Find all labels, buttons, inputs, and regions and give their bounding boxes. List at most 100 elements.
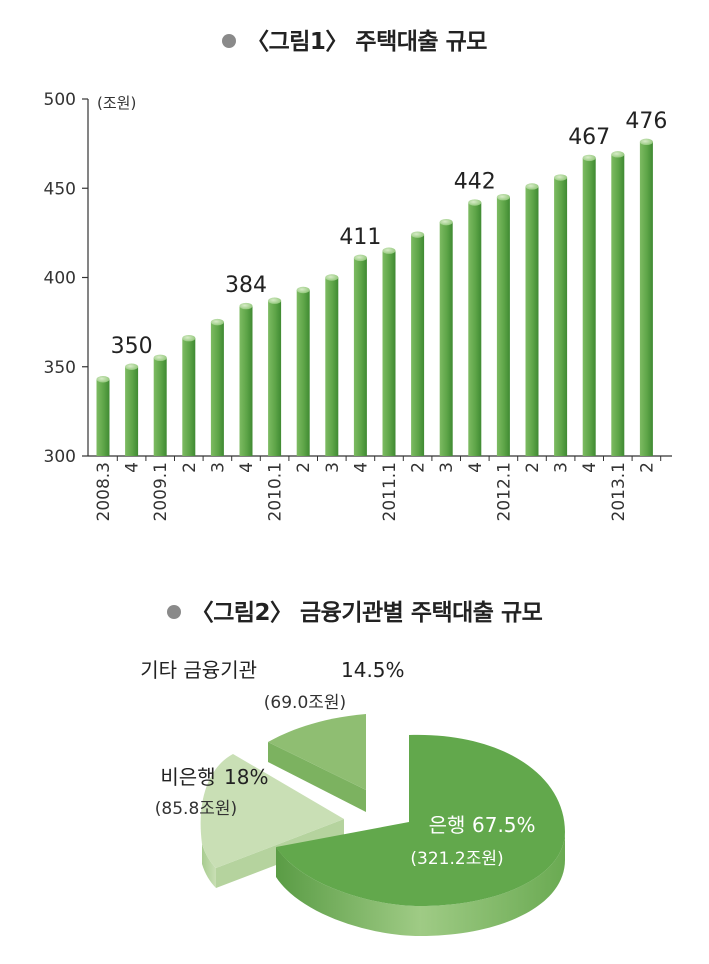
bar-1 [125, 366, 139, 456]
bar-2 [153, 357, 167, 456]
bullet-dot-icon [222, 34, 237, 48]
label-bank-name: 은행 [429, 813, 466, 837]
bar-cap-12 [439, 218, 453, 226]
bar-10 [382, 250, 396, 456]
bar-cap-4 [210, 318, 224, 326]
pie-slice-nonbank-top [200, 754, 344, 868]
bar-cap-17 [582, 154, 596, 162]
y-tick-label-300: 300 [44, 447, 76, 467]
bar-17 [582, 157, 596, 456]
data-labels: 350 384 411 442 467 476 [111, 109, 668, 359]
y-ticks: 300 350 400 450 500 [44, 90, 88, 467]
data-label-17: 467 [568, 125, 610, 150]
bar-cap-6 [268, 297, 282, 304]
x-tick-label-10: 2011.1 [380, 462, 400, 521]
bar-7 [296, 289, 310, 456]
x-tick-label-19: 2 [637, 462, 657, 473]
bar-chart-title: 〈그림1〉 주택대출 규모 [0, 22, 709, 56]
x-tick-label-7: 2 [294, 462, 314, 473]
bar-12 [439, 222, 453, 456]
pie-chart-title-text: 〈그림2〉 금융기관별 주택대출 규모 [190, 600, 543, 626]
bullet-dot-icon [166, 605, 181, 619]
bar-11 [411, 234, 425, 456]
bar-9 [353, 257, 367, 456]
bar-14 [496, 197, 510, 457]
unit-label: (조원) [97, 94, 136, 112]
bar-cap-8 [325, 274, 339, 281]
label-etc-pct: 14.5% [341, 658, 405, 682]
bar-cap-9 [353, 254, 367, 262]
label-etc-amount: (69.0조원) [264, 693, 346, 713]
x-tick-label-13: 4 [466, 462, 486, 473]
y-tick-label-450: 450 [44, 179, 76, 199]
x-tick-label-5: 4 [237, 462, 257, 473]
bar-5 [239, 306, 253, 456]
bar-cap-18 [611, 151, 625, 158]
bar-cap-15 [525, 183, 539, 190]
bar-cap-7 [296, 286, 310, 294]
label-etc-name: 기타 금융기관 [140, 658, 257, 682]
x-tick-label-17: 4 [580, 462, 600, 473]
bar-cap-19 [639, 138, 653, 146]
x-tick-label-2: 2009.1 [151, 462, 171, 521]
pie-slice-bank [276, 734, 565, 936]
y-tick-label-350: 350 [44, 358, 76, 378]
x-tick-label-9: 4 [351, 462, 371, 473]
x-tick-label-14: 2012.1 [494, 462, 514, 521]
bar-13 [468, 202, 482, 456]
label-bank-pct: 67.5% [472, 813, 536, 837]
pie-slice-etc-side [268, 742, 366, 812]
bar-8 [325, 277, 339, 456]
bar-cap-16 [554, 174, 568, 181]
label-bank-amount: (321.2조원) [410, 849, 503, 869]
pie-chart: 기타 금융기관 14.5% (69.0조원) 비은행 18% (85.8조원) … [140, 658, 565, 936]
bars [96, 138, 653, 457]
x-tick-label-12: 3 [437, 462, 457, 473]
bar-cap-10 [382, 247, 396, 254]
data-label-9: 411 [339, 225, 381, 250]
x-tick-label-3: 2 [180, 462, 200, 473]
y-tick-label-400: 400 [44, 269, 76, 289]
pie-slice-etc [268, 714, 366, 812]
bar-19 [639, 141, 653, 456]
pie-chart-title: 〈그림2〉 금융기관별 주택대출 규모 [0, 593, 709, 627]
x-tick-label-4: 3 [208, 462, 228, 473]
bar-cap-13 [468, 199, 482, 206]
x-tick-label-11: 2 [409, 462, 429, 473]
bar-cap-1 [125, 363, 139, 370]
y-tick-label-500: 500 [44, 90, 76, 110]
bar-cap-3 [182, 334, 196, 342]
x-tick-label-8: 3 [323, 462, 343, 473]
label-nonbank-name: 비은행 [160, 765, 215, 789]
bar-cap-14 [496, 193, 510, 201]
bar-18 [611, 154, 625, 456]
label-nonbank-amount: (85.8조원) [155, 799, 237, 819]
data-label-13: 442 [454, 170, 496, 195]
pie-slice-bank-side [276, 832, 565, 936]
pie-slice-nonbank-side [202, 844, 216, 888]
bar-cap-5 [239, 302, 253, 310]
bar-15 [525, 186, 539, 456]
bar-16 [554, 177, 568, 457]
bar-4 [210, 322, 224, 456]
x-tick-labels: 2008.3 4 2009.1 2 3 4 2010.1 2 3 4 2011.1 2 3 4 2012.1… [94, 456, 662, 521]
bar-cap-0 [96, 376, 110, 383]
bar-6 [268, 300, 282, 456]
x-tick-label-1: 4 [123, 462, 143, 473]
x-tick-label-18: 2013.1 [609, 462, 629, 521]
bar-3 [182, 338, 196, 456]
pie-slice-etc-top [268, 714, 366, 790]
bar-chart-title-text: 〈그림1〉 주택대출 규모 [246, 29, 487, 55]
x-tick-label-16: 3 [552, 462, 572, 473]
x-tick-label-15: 2 [523, 462, 543, 473]
bar-cap-2 [153, 354, 167, 362]
x-tick-label-6: 2010.1 [266, 462, 286, 521]
bar-cap-11 [411, 231, 425, 238]
data-label-1: 350 [111, 334, 153, 359]
data-label-5: 384 [225, 273, 267, 298]
data-label-19: 476 [625, 109, 667, 134]
bar-0 [96, 379, 110, 456]
x-tick-label-0: 2008.3 [94, 462, 114, 521]
pie-slice-bank-top [276, 734, 565, 906]
